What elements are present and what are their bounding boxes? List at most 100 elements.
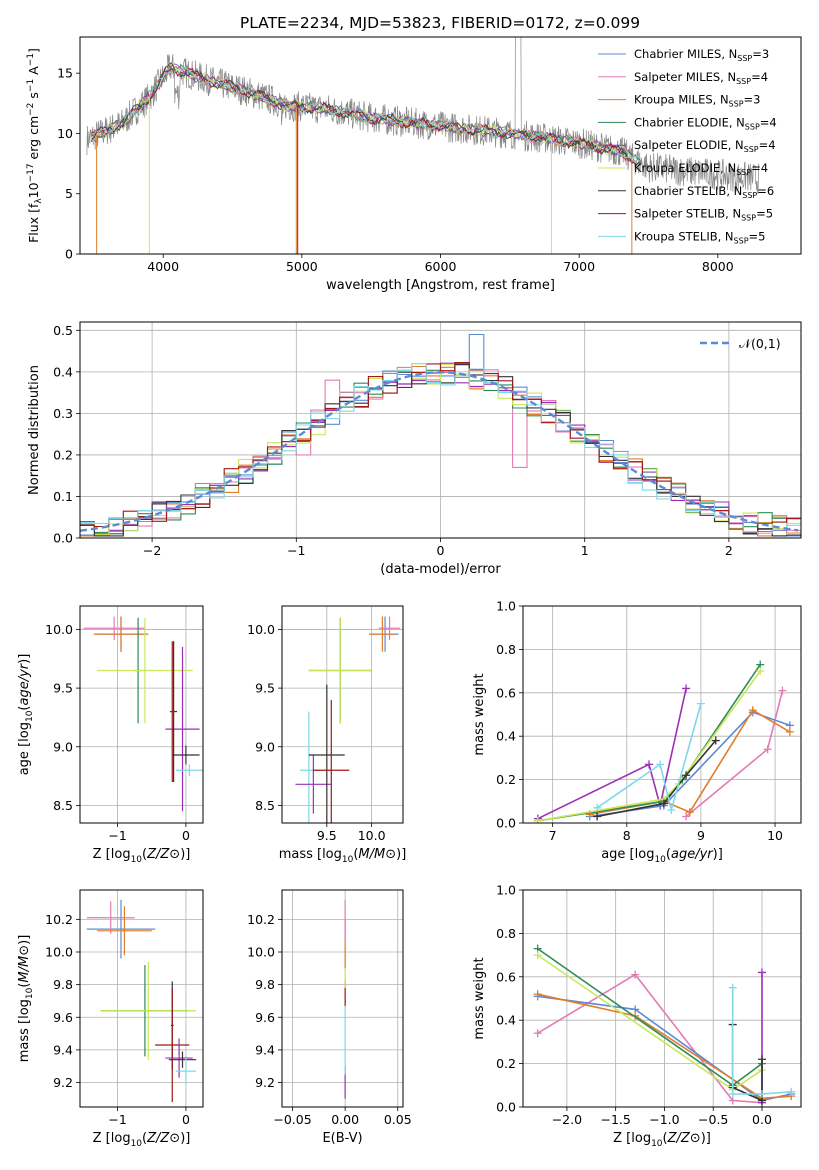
axes-frame	[281, 889, 404, 1108]
x-tick-label: −2	[143, 543, 161, 558]
y-axis-label: age [log10(age/yr)]	[17, 654, 35, 776]
label-part: A	[26, 66, 41, 79]
label-part: Chabrier ELODIE, N	[634, 115, 745, 129]
label-part: 10	[25, 710, 35, 722]
weight-line	[596, 739, 717, 818]
weight-line	[537, 973, 763, 1104]
x-axis-label: mass [log10(M/M⊙)]	[279, 847, 407, 865]
label-part: mass [log	[279, 847, 342, 862]
x-axis-label: Z [log10(Z/Z⊙)]	[93, 1131, 191, 1149]
y-tick-label: 0.2	[53, 447, 73, 462]
label-part: age [log	[601, 847, 654, 862]
label-part: −17	[26, 163, 36, 182]
label-part: =4	[751, 70, 768, 84]
legend-entry: Chabrier STELIB, NSSP=6	[634, 184, 774, 200]
label-part: =5	[749, 229, 766, 243]
label-part: Salpeter MILES, N	[634, 70, 736, 84]
y-tick-label: 10.0	[247, 622, 275, 637]
y-tick-label: 0.4	[496, 729, 516, 744]
plot-area-age-vs-Z	[83, 616, 203, 812]
x-tick-label: 10.0	[358, 828, 386, 843]
label-part: Z [log	[93, 1131, 131, 1146]
y-tick-label: 0.8	[496, 642, 516, 657]
label-part: )]	[713, 847, 723, 862]
label-part: Kroupa STELIB, N	[634, 229, 734, 243]
y-tick-label: 0.2	[496, 1056, 516, 1071]
x-tick-label: 8000	[702, 259, 734, 274]
y-tick-label: 9.5	[53, 681, 73, 696]
weight-marker	[685, 808, 694, 817]
weight-marker	[659, 799, 668, 808]
label-part: )]	[17, 654, 32, 664]
axes-frame	[79, 605, 204, 824]
x-tick-label: 0	[182, 1112, 190, 1127]
weight-marker	[533, 951, 542, 960]
weight-marker	[787, 1087, 796, 1096]
panel-ebv: −0.05 0.00 0.05 9.2 9.4 9.6 9.8 10.0 10.2 E(B-V)	[247, 889, 412, 1146]
weight-marker	[778, 686, 787, 695]
legend-entry: Chabrier MILES, NSSP=3	[634, 47, 769, 63]
y-tick-label: 0.3	[53, 406, 73, 421]
y-tick-label: 0.5	[53, 323, 73, 338]
label-part: −1	[26, 79, 36, 92]
x-tick-label: 1	[581, 543, 589, 558]
y-tick-label: 9.6	[255, 1010, 275, 1025]
label-part: Z/Z⊙	[146, 847, 180, 862]
label-part: SSP	[742, 191, 757, 200]
x-tick-label: 6000	[425, 259, 457, 274]
plot-area-spectrum	[86, 37, 760, 254]
label-part: (	[142, 1131, 147, 1146]
weight-marker	[682, 684, 691, 693]
x-tick-label: 10	[767, 828, 783, 843]
weight-line	[537, 670, 761, 822]
label-part: =6	[757, 184, 774, 198]
y-tick-label: 0.4	[53, 364, 73, 379]
label-part: Chabrier STELIB, N	[634, 184, 742, 198]
weight-line	[537, 993, 792, 1100]
figure-title: PLATE=2234, MJD=53823, FIBERID=0172, z=0…	[240, 14, 640, 32]
label-part: Kroupa ELODIE, N	[634, 161, 736, 175]
label-part: SSP	[729, 100, 744, 109]
label-part: Chabrier MILES, N	[634, 47, 737, 61]
y-axis-label: Flux [fλ10−17 erg cm−2 s−1 A−1]	[26, 48, 44, 243]
x-tick-label: 0.05	[384, 1112, 412, 1127]
label-part: )]	[180, 1131, 190, 1146]
residual-histogram	[80, 363, 801, 535]
weight-marker	[593, 812, 602, 821]
label-part: 10	[131, 1139, 143, 1149]
y-tick-label: 10.0	[45, 945, 73, 960]
panel-mass-vs-Z: −1 09.29.49.69.810.010.2Z [log10(Z/Z⊙)]ma…	[17, 889, 204, 1149]
weight-marker	[711, 736, 720, 745]
y-tick-label: 5	[65, 186, 73, 201]
legend-entry: Kroupa ELODIE, NSSP=4	[634, 161, 768, 177]
weight-marker	[682, 812, 691, 821]
y-tick-label: 9.0	[53, 739, 73, 754]
y-tick-label: 9.2	[53, 1075, 73, 1090]
x-tick-label: 0	[437, 543, 445, 558]
weight-marker	[728, 983, 737, 992]
x-tick-label: 9	[697, 828, 705, 843]
weight-marker	[757, 1055, 766, 1064]
axes-frame	[281, 605, 404, 824]
y-tick-label: 0.4	[496, 1013, 516, 1028]
label-part: −2	[26, 103, 36, 116]
label-part: M/M⊙	[17, 945, 32, 983]
y-tick-label: 10.0	[247, 945, 275, 960]
label-part: Salpeter STELIB, N	[634, 207, 741, 221]
weight-marker	[763, 745, 772, 754]
label-part: SSP	[744, 145, 759, 154]
x-tick-label: 8	[623, 828, 631, 843]
legend-entry: Salpeter STELIB, NSSP=5	[634, 207, 773, 223]
y-tick-label: 10.0	[45, 622, 73, 637]
legend-entry: Salpeter MILES, NSSP=4	[634, 70, 768, 86]
label-part: (	[666, 847, 671, 862]
label-part: SSP	[741, 214, 756, 223]
y-tick-label: 9.5	[255, 681, 275, 696]
weight-line	[731, 987, 792, 1095]
y-tick-label: 0.0	[496, 816, 516, 831]
x-tick-label: −1	[108, 828, 126, 843]
plot-area-mass-vs-Z	[86, 899, 197, 1103]
y-axis-label: mass weight	[472, 673, 487, 755]
y-tick-label: 0.6	[496, 969, 516, 984]
